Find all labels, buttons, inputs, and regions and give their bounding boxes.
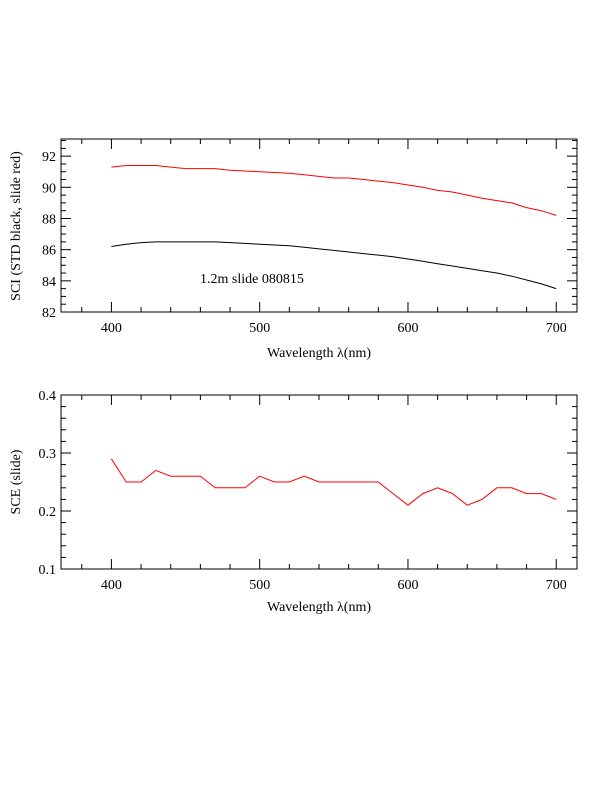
- sci-x-axis-label: Wavelength λ(nm): [267, 346, 371, 361]
- sci-y-tick-label: 84: [42, 275, 56, 290]
- sci-y-axis-label: SCI (STD black, slide red): [9, 151, 24, 301]
- sci-series-0-line: [111, 165, 557, 216]
- sce-y-axis-label: SCE (slide): [9, 449, 24, 514]
- sci-frame: [60, 138, 578, 313]
- sce-x-axis-label: Wavelength λ(nm): [267, 600, 371, 615]
- sce-y-tick-label: 0.2: [39, 505, 57, 520]
- sci-y-tick-label: 90: [42, 181, 56, 196]
- sci-series-1-line: [111, 241, 557, 290]
- sci-y-tick-label: 92: [42, 150, 56, 165]
- sce-x-tick-label: 400: [101, 578, 122, 593]
- sci-y-tick-label: 86: [42, 244, 56, 259]
- sce-x-tick-label: 500: [249, 578, 270, 593]
- sci-x-tick-label: 400: [101, 321, 122, 336]
- sce-y-tick-label: 0.4: [39, 389, 57, 404]
- sci-annotation: 1.2m slide 080815: [200, 272, 304, 287]
- sci-x-tick-label: 700: [546, 321, 567, 336]
- sce-series-0-line: [110, 458, 557, 506]
- sci-plot: 1.2m slide 080815 Wavelength λ(nm) SCI (…: [9, 138, 578, 361]
- sci-x-tick-label: 500: [249, 321, 270, 336]
- sci-y-tick-label: 82: [42, 306, 56, 321]
- sce-plot: Wavelength λ(nm) SCE (slide) 400 500 600 70…: [9, 389, 578, 615]
- sce-x-tick-label: 700: [546, 578, 567, 593]
- sce-y-tick-label: 0.1: [39, 563, 57, 578]
- sce-x-tick-label: 600: [397, 578, 418, 593]
- sci-x-tick-label: 600: [397, 321, 418, 336]
- sce-y-tick-label: 0.3: [39, 447, 57, 462]
- sci-y-tick-label: 88: [42, 212, 56, 227]
